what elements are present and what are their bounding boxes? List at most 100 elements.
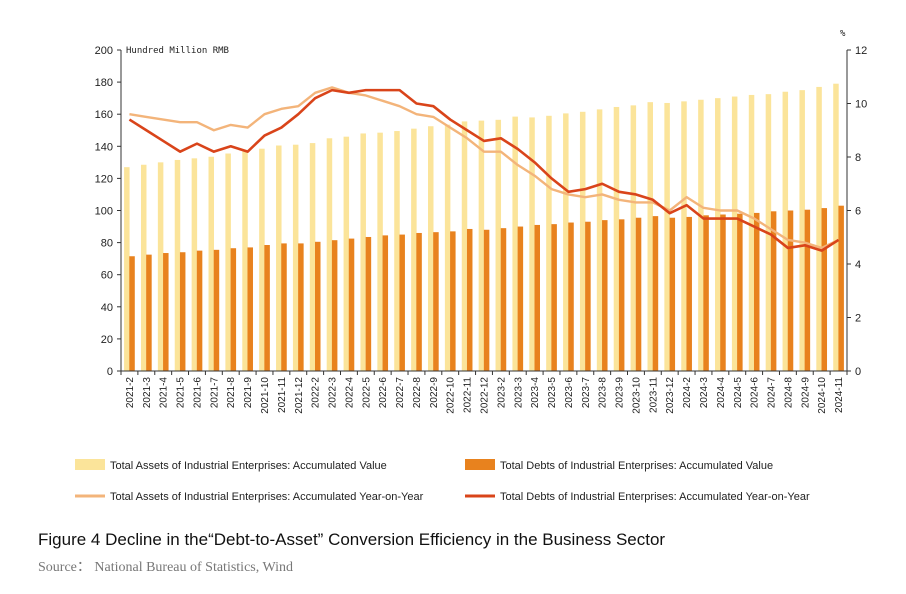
x-tick-label: 2022-8 [412,377,423,409]
assets-bar-2023-11 [647,102,653,371]
x-tick-label: 2024-4 [716,377,727,409]
left-tick-label: 200 [95,45,113,57]
x-tick-label: 2024-11 [834,377,845,413]
assets-bar-2023-5 [546,116,552,371]
x-tick-label: 2021-5 [176,377,187,409]
x-tick-label: 2022-10 [446,377,457,414]
assets-bar-2021-7 [209,157,215,371]
right-tick-label: 6 [855,206,861,218]
assets-bar-2022-8 [411,129,417,371]
figure-source: Source： National Bureau of Statistics, W… [38,556,293,576]
debts-bar-2022-11 [467,229,473,371]
assets-bar-2022-5 [360,133,366,371]
x-tick-label: 2022-2 [311,377,322,409]
debts-bar-2023-8 [602,220,608,371]
x-tick-label: 2024-7 [767,377,778,409]
debts-bar-2022-7 [399,235,405,371]
x-tick-label: 2023-10 [631,377,642,414]
x-tick-label: 2024-8 [783,377,794,409]
debts-bar-2024-11 [838,206,844,371]
debts-bar-2023-10 [636,218,642,371]
assets-bar-2024-4 [715,98,721,371]
assets-bar-2023-3 [512,117,518,371]
assets-bar-2021-10 [259,149,265,371]
debts-bar-2021-6 [197,251,203,371]
x-tick-label: 2022-5 [361,377,372,409]
assets-bar-2022-3 [327,138,333,371]
right-axis-unit: % [840,29,846,39]
debts-bar-2022-9 [433,232,439,371]
debts-bar-2024-6 [754,213,760,371]
left-tick-label: 180 [95,77,113,89]
x-tick-label: 2021-3 [142,377,153,409]
debts-bar-2023-6 [568,223,574,371]
right-tick-label: 8 [855,152,861,164]
left-tick-label: 40 [101,302,113,314]
assets-bar-2021-8 [225,154,231,371]
left-tick-label: 160 [95,109,113,121]
debts-bar-2021-5 [180,252,186,371]
left-tick-label: 80 [101,238,113,250]
left-tick-label: 140 [95,141,113,153]
x-tick-label: 2024-5 [733,377,744,409]
legend-label-assets-yoy: Total Assets of Industrial Enterprises: … [110,491,424,503]
x-tick-label: 2022-6 [378,377,389,409]
x-tick-label: 2023-2 [496,377,507,409]
assets-bar-2022-6 [377,133,383,371]
x-tick-label: 2023-12 [665,377,676,414]
assets-bar-2024-5 [732,97,738,371]
x-tick-label: 2023-4 [530,377,541,409]
chart: 0204060801001201401601802000246810122021… [0,0,906,594]
x-tick-label: 2021-8 [226,377,237,409]
assets-bar-2023-8 [597,109,603,371]
x-tick-label: 2022-3 [328,377,339,409]
legend-swatch-assets-value [75,459,105,470]
x-tick-label: 2021-6 [192,377,203,409]
assets-bar-2024-9 [799,90,805,371]
left-tick-label: 0 [107,366,113,378]
right-tick-label: 2 [855,313,861,325]
assets-bar-2021-6 [192,158,198,371]
x-tick-label: 2021-12 [294,377,305,414]
debts-bar-2022-12 [484,230,490,371]
debts-bar-2021-8 [231,248,237,371]
debts-bar-2023-11 [653,216,659,371]
legend-swatch-debts-value [465,459,495,470]
assets-bar-2021-4 [158,162,164,371]
debts-bar-2024-9 [805,210,811,371]
debts-bar-2024-3 [703,215,709,371]
debts-bar-2021-9 [247,247,253,371]
x-tick-label: 2022-4 [344,377,355,409]
left-tick-label: 20 [101,334,113,346]
assets-bar-2022-11 [462,121,468,371]
x-tick-label: 2021-9 [243,377,254,409]
x-tick-label: 2024-6 [750,377,761,409]
debts-bar-2024-10 [822,208,828,371]
x-tick-label: 2024-3 [699,377,710,409]
assets-bar-2023-10 [631,105,637,371]
assets-bar-2021-5 [175,160,181,371]
figure-caption: Figure 4 Decline in the“Debt-to-Asset” C… [38,530,665,550]
assets-bar-2021-11 [276,146,282,372]
debts-bar-2023-3 [518,227,524,371]
x-tick-label: 2021-2 [125,377,136,409]
assets-bar-2022-2 [310,143,316,371]
assets-bar-2021-12 [293,145,299,371]
assets-bar-2023-7 [580,112,586,371]
debts-bar-2024-5 [737,214,743,371]
x-tick-label: 2024-2 [682,377,693,409]
x-tick-label: 2024-9 [800,377,811,409]
x-tick-label: 2022-12 [480,377,491,414]
debts-bar-2023-2 [501,228,507,371]
x-tick-label: 2021-10 [260,377,271,414]
x-tick-label: 2023-5 [547,377,558,409]
debts-bar-2021-10 [264,245,270,371]
assets-bar-2024-8 [783,92,789,371]
debts-bar-2023-7 [585,222,591,371]
debts-bar-2021-4 [163,253,169,371]
legend: Total Assets of Industrial Enterprises: … [75,459,810,503]
debts-bar-2024-8 [788,211,794,372]
assets-bar-2023-6 [563,113,569,371]
legend-label-debts-yoy: Total Debts of Industrial Enterprises: A… [500,491,810,503]
debts-bar-2022-6 [383,235,389,371]
